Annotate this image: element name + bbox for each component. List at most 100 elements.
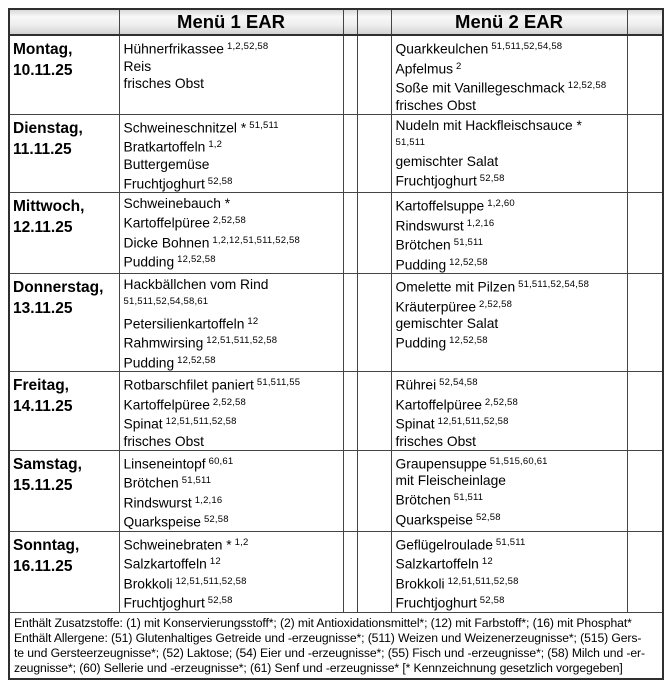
dish-allergen-codes: 1,2 [208, 139, 223, 150]
menu-table-body: Montag, 10.11.25 Hühnerfrikassee 1,2,52,58 R… [8, 34, 664, 613]
dish-name: Kartoffelpüree [395, 397, 482, 412]
day-name: Dienstag, [13, 119, 83, 137]
dish: gemischter Salat [396, 315, 625, 332]
dish: Petersilienkartoffeln 12 [124, 313, 341, 333]
menu1-cell: Hühnerfrikassee 1,2,52,58 Reis frisches Obs… [118, 34, 344, 115]
day-cell: Donnerstag, 13.11.25 [8, 273, 120, 372]
spacer-cell-a [342, 273, 358, 372]
dish-allergen-codes: 12,52,58 [449, 335, 488, 346]
dish-name: Schweinebauch * [123, 196, 231, 211]
footnote-cell: Enthält Zusatzstoffe: (1) mit Konservier… [8, 611, 664, 680]
day-date: 13.11.25 [13, 300, 73, 317]
menu1-cell: Hackbällchen vom Rind 51,511,52,54,58,61 P… [118, 273, 344, 372]
dish: Schweinebraten * 1,2 [124, 534, 341, 554]
dish-name: Geflügelroulade [395, 537, 493, 552]
menu1-column-header: Menü 1 EAR [118, 8, 344, 36]
table-row: Freitag, 14.11.25 Rotbarschfilet paniert 51… [8, 371, 664, 451]
dish: Geflügelroulade 51,511 [396, 534, 625, 554]
dish-allergen-codes: 12,51,511,52,58 [206, 335, 278, 346]
day-name: Mittwoch, [13, 198, 85, 215]
spacer-cell-a [342, 449, 358, 532]
dish-allergen-codes: 51,511 [453, 237, 484, 248]
dish-allergen-codes: 51,511 [395, 136, 426, 148]
dish-name: Pudding [123, 355, 175, 370]
dish-allergen-codes: 52,54,58 [439, 377, 478, 388]
day-name: Donnerstag, [13, 279, 104, 296]
dish: Kartoffelpüree 2,52,58 [124, 394, 341, 414]
dish: gemischter Salat [396, 153, 625, 170]
dish: Pudding 12,52,58 [123, 352, 341, 371]
day-column-header [8, 8, 120, 36]
dish-allergen-codes: 2 [456, 60, 462, 72]
dish: Quarkspeise 52,58 [123, 511, 341, 530]
dish: frisches Obst [396, 433, 625, 450]
spacer-cell-b [356, 449, 392, 532]
dish: Quarkkeulchen 51,511,52,54,58 [396, 38, 625, 58]
dish-allergen-codes: 1,2,60 [487, 198, 515, 209]
dish: Fruchtjoghurt 52,58 [124, 173, 341, 192]
dish-allergen-codes: 51,515,60,61 [489, 455, 548, 467]
dish: frisches Obst [124, 433, 341, 450]
dish-name: Quarkspeise [395, 512, 473, 527]
dish-name: Soße mit Vanillegeschmack [395, 80, 565, 96]
dish: Rotbarschfilet paniert 51,511,55 [124, 374, 341, 394]
dish-allergen-codes: 1,2,52,58 [226, 41, 269, 52]
dish-name: Apfelmus [395, 61, 454, 76]
menu2-cell: Omelette mit Pilzen 51,511,52,54,58 Kräute… [390, 273, 628, 372]
spacer-cell-b [356, 273, 392, 372]
dish-name: gemischter Salat [395, 154, 499, 169]
dish-allergen-codes: 51,511 [495, 536, 526, 548]
dish: Nudeln mit Hackfleischsauce * 51,511 [396, 117, 625, 154]
table-row: Samstag, 15.11.25 Linseneintopf 60,61 Brötch… [8, 449, 664, 532]
dish-allergen-codes: 12,52,58 [449, 256, 488, 268]
spacer-cell-c [626, 530, 664, 613]
dish: Salzkartoffeln 12 [396, 553, 625, 573]
day-date: 14.11.25 [13, 398, 73, 415]
dish: Graupensuppe 51,515,60,61 [396, 453, 625, 473]
day-cell: Dienstag, 11.11.25 [8, 113, 120, 193]
dish-name: Graupensuppe [395, 456, 487, 471]
dish: Rindswurst 1,2,16 [124, 492, 341, 512]
dish-allergen-codes: 51,511 [453, 492, 484, 503]
dish-name: frisches Obst [123, 433, 205, 449]
dish-name: Schweineschnitzel * [123, 120, 247, 135]
dish-name: Quarkspeise [123, 514, 201, 530]
menu1-cell: Schweinebraten * 1,2 Salzkartoffeln 12 Brokk… [118, 530, 344, 613]
dish-allergen-codes: 51,511,52,54,58 [518, 279, 590, 290]
menu2-cell: Kartoffelsuppe 1,2,60 Rindswurst 1,2,16 Bröt… [390, 192, 628, 274]
dish-name: Hühnerfrikassee [123, 41, 224, 57]
dish-allergen-codes: 12,52,58 [177, 354, 216, 366]
menu2-cell: Geflügelroulade 51,511 Salzkartoffeln 12 Bro… [390, 530, 628, 613]
dish: Fruchtjoghurt 52,58 [124, 592, 341, 611]
menu2-cell: Rührei 52,54,58 Kartoffelpüree 2,52,58 Spina… [390, 371, 628, 451]
menu1-cell: Schweineschnitzel * 51,511 Bratkartoffeln 1… [118, 113, 344, 193]
menu-table-footer: Enthält Zusatzstoffe: (1) mit Konservier… [8, 611, 664, 680]
dish-name: Pudding [123, 254, 175, 270]
dish-allergen-codes: 51,511,55 [256, 377, 301, 388]
dish: frisches Obst [396, 97, 625, 114]
dish: Apfelmus 2 [396, 58, 625, 78]
dish: Spinat 12,51,511,52,58 [396, 413, 625, 433]
dish-allergen-codes: 1,2,16 [194, 494, 223, 506]
dish-name: frisches Obst [395, 433, 477, 449]
dish: Kartoffelpüree 2,52,58 [396, 394, 625, 414]
dish-name: Omelette mit Pilzen [395, 279, 516, 295]
dish-name: Petersilienkartoffeln [123, 316, 245, 331]
dish-allergen-codes: 12 [247, 315, 259, 327]
dish: Bratkartoffeln 1,2 [124, 136, 341, 156]
dish-name: frisches Obst [395, 97, 477, 113]
dish-allergen-codes: 52,58 [479, 595, 505, 606]
dish-name: Kartoffelsuppe [395, 198, 485, 214]
dish: Brötchen 51,511 [396, 234, 625, 254]
dish-name: Brokkoli [395, 576, 445, 591]
day-cell: Sonntag, 16.11.25 [8, 530, 120, 613]
spacer-header-a [342, 8, 358, 36]
footnote-row: Enthält Zusatzstoffe: (1) mit Konservier… [8, 611, 664, 680]
dish-name: Spinat [123, 416, 163, 432]
day-cell: Freitag, 14.11.25 [8, 371, 120, 451]
dish: Linseneintopf 60,61 [124, 453, 341, 473]
spacer-cell-a [342, 371, 358, 451]
dish-name: Salzkartoffeln [395, 556, 479, 572]
header-row: Menü 1 EAR Menü 2 EAR [8, 8, 664, 36]
dish-name: mit Fleischeinlage [395, 473, 506, 488]
